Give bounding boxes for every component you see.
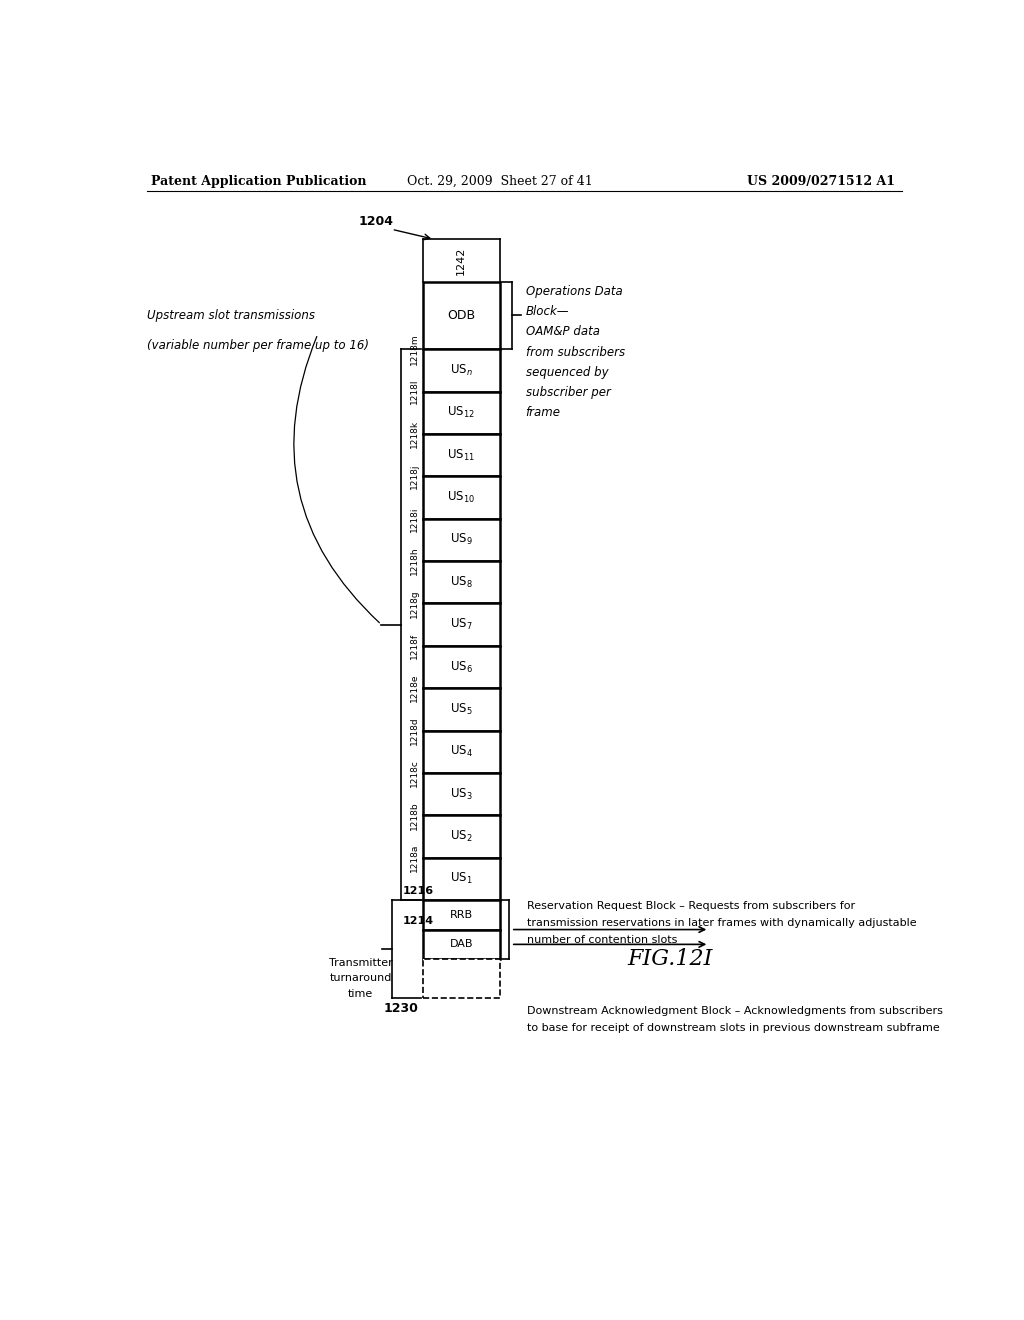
Text: Operations Data: Operations Data	[525, 285, 623, 298]
Text: 1218e: 1218e	[410, 675, 419, 702]
Text: 1218b: 1218b	[410, 801, 419, 829]
Text: US$_{12}$: US$_{12}$	[447, 405, 475, 421]
Bar	[423, 603, 500, 645]
Text: 1214: 1214	[403, 916, 434, 925]
Text: to base for receipt of downstream slots in previous downstream subframe: to base for receipt of downstream slots …	[527, 1023, 940, 1034]
Text: 1242: 1242	[457, 247, 466, 276]
Bar	[423, 858, 500, 900]
Text: US$_{7}$: US$_{7}$	[450, 616, 473, 632]
Text: Downstream Acknowledgment Block – Acknowledgments from subscribers: Downstream Acknowledgment Block – Acknow…	[527, 1006, 943, 1016]
Text: US$_{4}$: US$_{4}$	[450, 744, 473, 759]
Text: 1218c: 1218c	[410, 759, 419, 787]
Text: Patent Application Publication: Patent Application Publication	[152, 176, 367, 187]
Bar	[423, 816, 500, 858]
Text: sequenced by: sequenced by	[525, 366, 608, 379]
Text: turnaround: turnaround	[330, 973, 392, 983]
Bar	[423, 900, 500, 929]
Text: US$_{11}$: US$_{11}$	[447, 447, 475, 463]
Text: US$_{5}$: US$_{5}$	[450, 702, 473, 717]
Text: US$_{1}$: US$_{1}$	[450, 871, 473, 886]
Bar	[423, 645, 500, 688]
Text: from subscribers: from subscribers	[525, 346, 625, 359]
Text: 1218h: 1218h	[410, 546, 419, 576]
Text: ODB: ODB	[447, 309, 475, 322]
Text: 1204: 1204	[358, 215, 393, 227]
Text: transmission reservations in later frames with dynamically adjustable: transmission reservations in later frame…	[527, 917, 916, 928]
Text: 1218k: 1218k	[410, 420, 419, 447]
Text: 1218l: 1218l	[410, 379, 419, 404]
Bar	[423, 392, 500, 434]
Text: US$_{n}$: US$_{n}$	[450, 363, 473, 378]
Bar	[423, 281, 500, 350]
Text: Oct. 29, 2009  Sheet 27 of 41: Oct. 29, 2009 Sheet 27 of 41	[408, 176, 593, 187]
Text: 1218j: 1218j	[410, 463, 419, 490]
Text: 1216: 1216	[403, 886, 434, 896]
Text: subscriber per: subscriber per	[525, 385, 610, 399]
Bar	[423, 929, 500, 960]
Text: US$_{8}$: US$_{8}$	[450, 574, 473, 590]
Text: RRB: RRB	[450, 909, 473, 920]
Text: 1218i: 1218i	[410, 506, 419, 532]
Text: time: time	[348, 989, 373, 999]
Text: US$_{6}$: US$_{6}$	[450, 660, 473, 675]
Text: 1218f: 1218f	[410, 632, 419, 659]
Text: number of contention slots: number of contention slots	[527, 935, 678, 945]
Text: frame: frame	[525, 405, 560, 418]
Text: DAB: DAB	[450, 940, 473, 949]
Text: US$_{9}$: US$_{9}$	[450, 532, 473, 548]
Text: 1218g: 1218g	[410, 589, 419, 618]
Text: (variable number per frame up to 16): (variable number per frame up to 16)	[147, 339, 370, 352]
Text: 1218m: 1218m	[410, 334, 419, 366]
Bar	[423, 960, 500, 998]
Text: Reservation Request Block – Requests from subscribers for: Reservation Request Block – Requests fro…	[527, 900, 855, 911]
Text: 1230: 1230	[384, 1002, 419, 1015]
Bar	[423, 688, 500, 730]
Text: OAM&P data: OAM&P data	[525, 326, 600, 338]
Bar	[423, 774, 500, 816]
Text: Upstream slot transmissions: Upstream slot transmissions	[147, 309, 315, 322]
Text: Block—: Block—	[525, 305, 569, 318]
Text: US 2009/0271512 A1: US 2009/0271512 A1	[748, 176, 895, 187]
Bar	[423, 434, 500, 477]
Text: US$_{2}$: US$_{2}$	[450, 829, 472, 843]
Text: US$_{3}$: US$_{3}$	[450, 787, 473, 801]
Bar	[423, 730, 500, 774]
Text: Transmitter: Transmitter	[329, 958, 392, 968]
Text: 1218a: 1218a	[410, 843, 419, 871]
Text: 1218d: 1218d	[410, 717, 419, 744]
Bar	[423, 561, 500, 603]
Text: US$_{10}$: US$_{10}$	[447, 490, 475, 506]
Text: FIG.12I: FIG.12I	[628, 948, 713, 970]
Bar	[423, 519, 500, 561]
Bar	[423, 477, 500, 519]
Bar	[423, 350, 500, 392]
